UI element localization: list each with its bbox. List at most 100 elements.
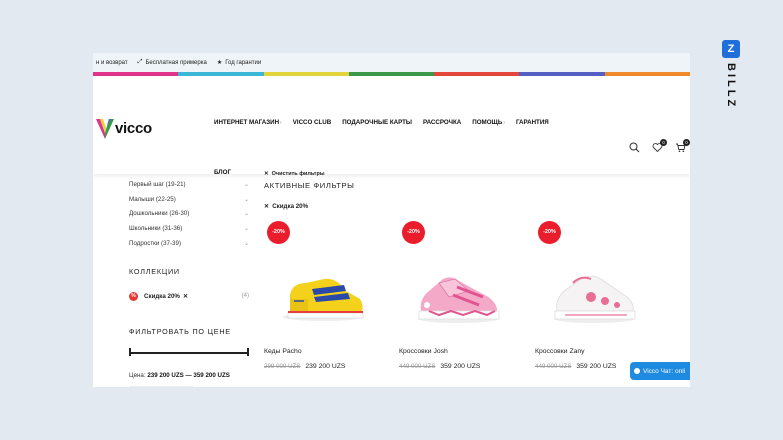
discount-icon: % xyxy=(129,291,138,301)
collection-label: Скидка 20% xyxy=(144,292,180,300)
size-filter-item[interactable]: Школьники (31-36) ⌄ xyxy=(129,221,249,236)
old-price: 299 000 UZS xyxy=(264,363,301,370)
nav-item-help[interactable]: ПОМОЩЬ › xyxy=(472,119,505,126)
size-filter-label: Малыши (22-25) xyxy=(129,195,176,203)
chevron-down-icon: › xyxy=(503,119,505,126)
filter-sidebar: Первый шаг (19-21) ⌄ Малыши (22-25) ⌄ Дошкол… xyxy=(129,177,249,387)
size-filter-item[interactable]: Малыши (22-25) ⌄ xyxy=(129,192,249,207)
nav-item-club[interactable]: VICCO CLUB xyxy=(292,119,332,126)
discount-badge: -20% xyxy=(538,221,561,244)
product-image[interactable] xyxy=(535,239,645,325)
product-image[interactable] xyxy=(399,239,509,325)
topbar-item-fitting[interactable]: ⤢ Бесплатная примерка xyxy=(138,59,207,66)
billz-logo-icon: Z xyxy=(722,40,740,58)
product-price: 449 000 UZS 359 200 UZS xyxy=(535,363,616,370)
stripe-segment xyxy=(93,72,179,76)
product-name[interactable]: Кроссовки Zany xyxy=(535,348,585,355)
old-price: 449 000 UZS xyxy=(399,363,436,370)
current-price: 359 200 UZS xyxy=(440,363,481,370)
price-range-value: 239 200 UZS — 359 200 UZS xyxy=(147,372,230,380)
top-info-bar: н и возврат ⤢ Бесплатная примерка ★ Год … xyxy=(93,53,690,72)
product-name[interactable]: Кеды Pacho xyxy=(264,348,302,355)
active-filter-chip[interactable]: ✕ Скидка 20% xyxy=(264,203,355,210)
discount-badge: -20% xyxy=(402,221,425,244)
header-actions: 0 0 xyxy=(629,139,690,153)
size-filter-item[interactable]: Дошкольники (26-30) ⌄ xyxy=(129,206,249,221)
chevron-down-icon[interactable]: ⌄ xyxy=(243,240,249,247)
topbar-item-label: Бесплатная примерка xyxy=(145,59,207,66)
price-range-slider[interactable] xyxy=(129,348,249,358)
slider-max-handle[interactable] xyxy=(247,348,249,357)
topbar-item-return[interactable]: н и возврат xyxy=(96,60,128,66)
star-icon: ★ xyxy=(216,60,223,66)
discount-badge: -20% xyxy=(267,221,290,244)
topbar-item-warranty[interactable]: ★ Год гарантии xyxy=(216,59,262,67)
price-label: Цена: xyxy=(129,372,146,380)
stripe-segment xyxy=(604,72,690,76)
billz-brand: Z BILLZ xyxy=(722,40,742,109)
size-filter-label: Первый шаг (19-21) xyxy=(129,180,186,188)
stripe-segment xyxy=(348,72,435,76)
size-filter-label: Подростки (37-39) xyxy=(129,239,182,247)
size-filter-label: Школьники (31-36) xyxy=(129,224,183,232)
main-nav: ИНТЕРНЕТ МАГАЗИН › VICCO CLUB ПОДАРОЧНЫЕ … xyxy=(214,119,549,126)
chevron-down-icon[interactable]: ⌄ xyxy=(243,211,249,218)
billz-brand-text: BILLZ xyxy=(725,63,737,110)
close-icon: ✕ xyxy=(264,203,270,210)
product-name[interactable]: Кроссовки Josh xyxy=(399,348,448,355)
stripe-segment xyxy=(178,72,264,76)
chat-label: Vicco Чат: onli xyxy=(643,367,686,375)
stripe-segment xyxy=(434,72,520,76)
product-price: 299 000 UZS 239 200 UZS xyxy=(264,363,345,370)
current-price: 359 200 UZS xyxy=(576,363,617,370)
chevron-down-icon[interactable]: ⌄ xyxy=(243,181,249,188)
size-filter-list: Первый шаг (19-21) ⌄ Малыши (22-25) ⌄ Дошкол… xyxy=(129,177,249,250)
active-filters-title: АКТИВНЫЕ ФИЛЬТРЫ xyxy=(264,181,355,190)
cart-icon[interactable]: 0 xyxy=(675,139,690,153)
nav-item-shop[interactable]: ИНТЕРНЕТ МАГАЗИН › xyxy=(214,119,282,126)
topbar-item-label: Год гарантии xyxy=(225,59,262,66)
close-icon: ✕ xyxy=(264,171,269,177)
slider-track xyxy=(129,352,249,355)
active-filters: ✕ Очистить фильтры АКТИВНЫЕ ФИЛЬТРЫ ✕ Ск… xyxy=(264,171,355,210)
stripe-segment xyxy=(263,72,349,76)
wishlist-heart-icon[interactable]: 0 xyxy=(652,139,667,153)
slider-min-handle[interactable] xyxy=(129,348,131,357)
price-range-text: Цена: 239 200 UZS — 359 200 UZS xyxy=(129,372,249,379)
chat-icon xyxy=(634,368,640,374)
collection-count: (4) xyxy=(241,293,249,300)
clear-filters-label: Очистить фильтры xyxy=(271,171,325,177)
chat-widget-button[interactable]: Vicco Чат: onli xyxy=(630,362,690,380)
browser-viewport: н и возврат ⤢ Бесплатная примерка ★ Год … xyxy=(93,53,690,387)
stripe-segment xyxy=(519,72,605,76)
price-filter-title: ФИЛЬТРОВАТЬ ПО ЦЕНЕ xyxy=(129,327,231,337)
collections-title: КОЛЛЕКЦИИ xyxy=(129,267,180,277)
remove-icon[interactable]: ✕ xyxy=(182,293,188,300)
chevron-down-icon[interactable]: ⌄ xyxy=(243,196,249,203)
expand-icon: ⤢ xyxy=(137,59,143,65)
collection-filter-item[interactable]: % Скидка 20% ✕ (4) xyxy=(129,291,249,301)
cart-count-badge: 0 xyxy=(683,139,690,146)
nav-item-warranty[interactable]: ГАРАНТИЯ xyxy=(515,119,549,126)
nav-item-installments[interactable]: РАССРОЧКА xyxy=(422,119,462,126)
topbar-item-label: н и возврат xyxy=(96,59,128,66)
filter-apply-button[interactable] xyxy=(129,386,193,387)
size-filter-item[interactable]: Первый шаг (19-21) ⌄ xyxy=(129,177,249,192)
clear-filters-link[interactable]: ✕ Очистить фильтры xyxy=(264,171,355,177)
site-header: vicco ИНТЕРНЕТ МАГАЗИН › VICCO CLUB ПОДАР… xyxy=(93,76,690,176)
size-filter-item[interactable]: Подростки (37-39) ⌄ xyxy=(129,236,249,251)
site-logo[interactable]: vicco xyxy=(96,117,152,139)
color-stripe xyxy=(93,72,690,76)
nav-item-blog[interactable]: БЛОГ xyxy=(214,169,231,176)
wishlist-count-badge: 0 xyxy=(660,139,667,146)
current-price: 239 200 UZS xyxy=(305,363,346,370)
search-icon[interactable] xyxy=(629,142,640,153)
chevron-down-icon[interactable]: ⌄ xyxy=(243,225,249,232)
logo-mark-icon xyxy=(96,117,114,139)
active-filter-label: Скидка 20% xyxy=(272,203,309,210)
chevron-down-icon: › xyxy=(280,119,282,126)
logo-text: vicco xyxy=(115,119,152,137)
nav-item-gift-cards[interactable]: ПОДАРОЧНЫЕ КАРТЫ xyxy=(342,119,412,126)
product-image[interactable] xyxy=(264,239,374,325)
size-filter-label: Дошкольники (26-30) xyxy=(129,210,190,218)
